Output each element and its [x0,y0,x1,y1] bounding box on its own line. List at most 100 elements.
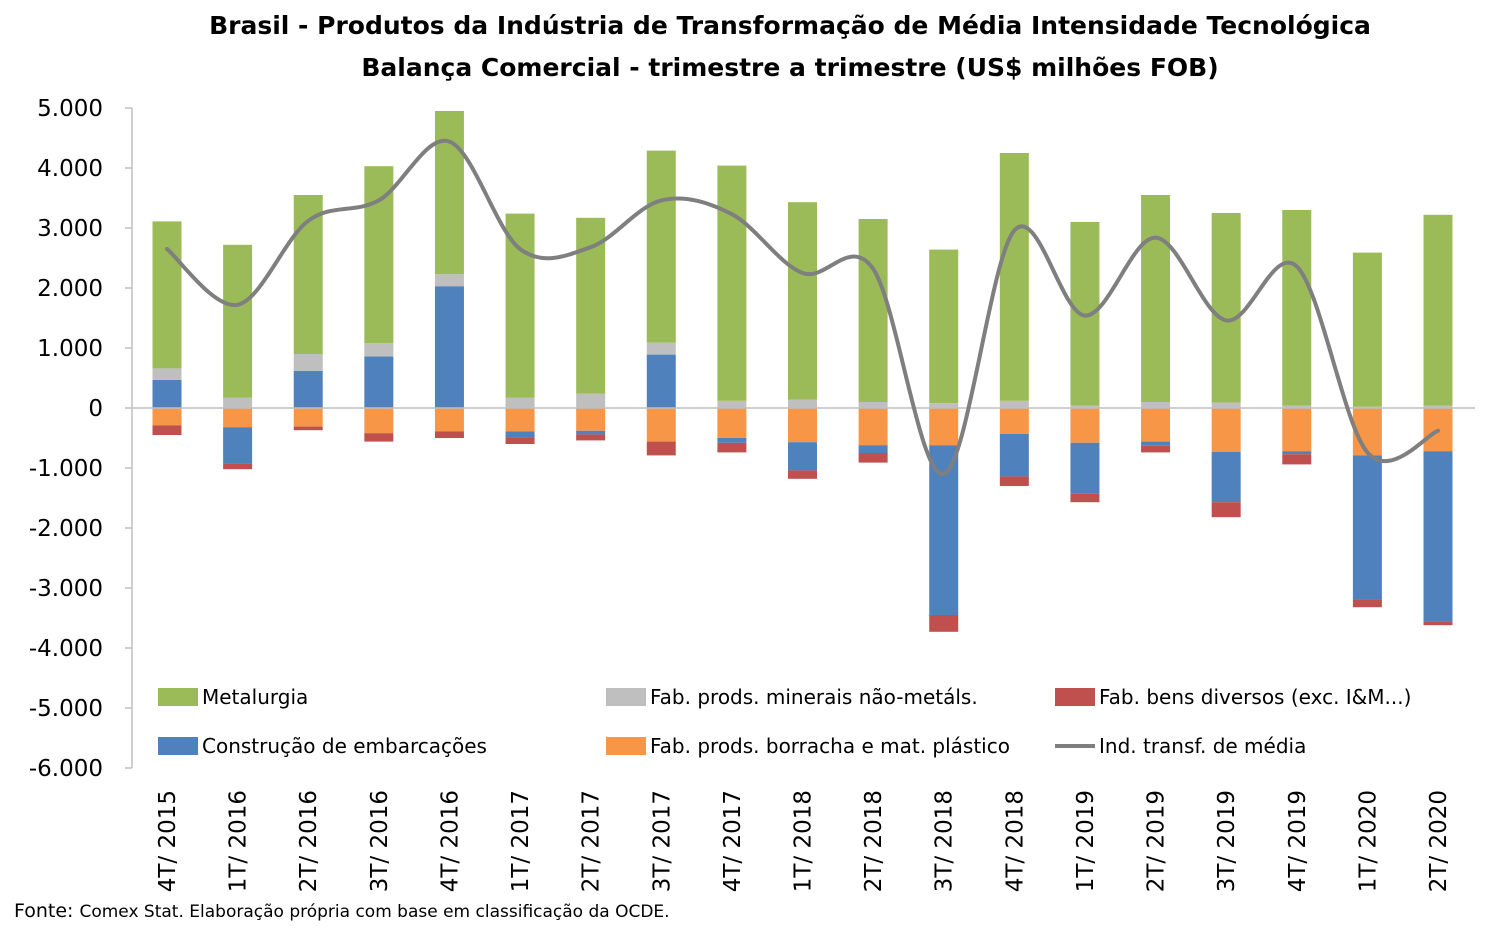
source-lead: Fonte: [14,900,74,922]
bar-borracha [788,408,817,443]
bar-embarcacoes [646,354,676,408]
source-text: Comex Stat. Elaboração própria com base … [79,902,670,922]
bar-bens-diversos [1141,445,1171,453]
bar-bens-diversos [152,425,182,435]
bar-metalurgia [717,165,747,401]
bar-embarcacoes [717,438,747,443]
x-tick-label: 4T/ 2019 [1285,790,1311,892]
bar-borracha [1141,408,1171,442]
x-tick-label: 1T/ 2016 [226,790,252,892]
bar-metalurgia [152,221,182,369]
bar-bens-diversos [505,437,535,444]
bar-bens-diversos [858,453,888,463]
bar-embarcacoes [1282,451,1312,455]
bar-borracha [717,408,747,438]
bar-embarcacoes [1141,441,1171,446]
legend-label-embarcacoes: Construção de embarcações [202,734,487,758]
bar-borracha [1070,408,1100,443]
bar-metalurgia [788,202,817,400]
legend-swatch-metalurgia [158,688,198,706]
bar-borracha [434,408,464,432]
bar-bens-diversos [1211,502,1241,518]
y-tick-label: 2.000 [37,276,103,302]
bar-bens-diversos [717,442,747,453]
bar-borracha [505,408,535,432]
x-tick-label: 4T/ 2018 [1002,790,1028,892]
bar-minerais [717,400,747,408]
bar-bens-diversos [646,441,676,456]
bar-minerais [293,354,323,371]
bar-borracha [152,408,182,426]
bar-embarcacoes [223,427,253,464]
bar-minerais [152,368,182,380]
y-tick-label: 4.000 [37,156,103,182]
bar-borracha [364,408,394,434]
bar-minerais [646,342,676,355]
bar-metalurgia [646,150,676,343]
legend-label-metalurgia: Metalurgia [202,685,308,709]
legend-label-bens-diversos: Fab. bens diversos (exc. I&M...) [1099,685,1411,709]
legend-label-minerais: Fab. prods. minerais não-metáls. [650,685,978,709]
legend: Metalurgia Fab. prods. minerais não-metá… [158,685,1411,758]
y-tick-label: 3.000 [37,216,103,242]
x-tick-label: 4T/ 2015 [155,790,181,892]
bar-metalurgia [1352,252,1382,407]
legend-label-trend-line: Ind. transf. de média [1099,734,1306,758]
bar-minerais [434,274,464,287]
x-tick-label: 4T/ 2017 [720,790,746,892]
x-tick-label: 1T/ 2020 [1355,790,1381,892]
x-tick-label: 1T/ 2017 [508,790,534,892]
x-tick-label: 3T/ 2019 [1214,790,1240,892]
x-tick-label: 4T/ 2016 [437,790,463,892]
x-tick-label: 2T/ 2017 [579,790,605,892]
bar-minerais [999,400,1029,408]
bar-metalurgia [505,213,535,398]
x-tick-label: 3T/ 2016 [367,790,393,892]
bar-borracha [293,408,323,427]
bar-borracha [999,408,1029,434]
y-tick-label: -6.000 [29,756,103,782]
y-tick-label: -3.000 [29,576,103,602]
bar-borracha [858,408,888,446]
bar-metalurgia [1211,213,1241,403]
bar-metalurgia [858,219,888,402]
bar-embarcacoes [1352,455,1382,600]
bar-bens-diversos [1423,621,1453,626]
legend-swatch-minerais [606,688,646,706]
bar-bens-diversos [364,433,394,442]
bar-metalurgia [434,111,464,275]
bar-embarcacoes [293,370,323,408]
bar-bens-diversos [1282,454,1312,465]
bar-borracha [223,408,253,428]
bar-embarcacoes [1211,451,1241,503]
y-tick-label: -2.000 [29,516,103,542]
bar-metalurgia [1141,195,1171,402]
legend-swatch-bens-diversos [1055,688,1095,706]
bar-bens-diversos [293,426,323,431]
bar-minerais [505,397,535,408]
bar-borracha [576,408,606,431]
bar-minerais [1211,402,1241,408]
bar-minerais [1070,405,1100,408]
bar-embarcacoes [576,430,606,435]
bar-bens-diversos [576,434,606,441]
y-tick-label: 1.000 [37,336,103,362]
y-tick-label: -4.000 [29,636,103,662]
bar-embarcacoes [1070,442,1100,494]
bar-minerais [576,393,606,408]
x-tick-label: 2T/ 2018 [861,790,887,892]
bar-bens-diversos [434,431,464,438]
source-note: Fonte: Comex Stat. Elaboração própria com… [14,900,670,922]
bar-minerais [1282,405,1312,408]
bar-bens-diversos [1070,493,1100,503]
legend-swatch-embarcacoes [158,737,198,755]
y-axis: 5.000 4.000 3.000 2.000 1.000 0 -1.000 -2.000 -3… [29,96,133,782]
legend-label-borracha: Fab. prods. borracha e mat. plástico [650,734,1010,758]
bar-borracha [1282,408,1312,452]
x-tick-label: 2T/ 2016 [296,790,322,892]
bar-metalurgia [1423,214,1453,406]
x-tick-label: 1T/ 2019 [1073,790,1099,892]
bar-minerais [1141,402,1171,408]
bar-minerais [788,399,817,408]
